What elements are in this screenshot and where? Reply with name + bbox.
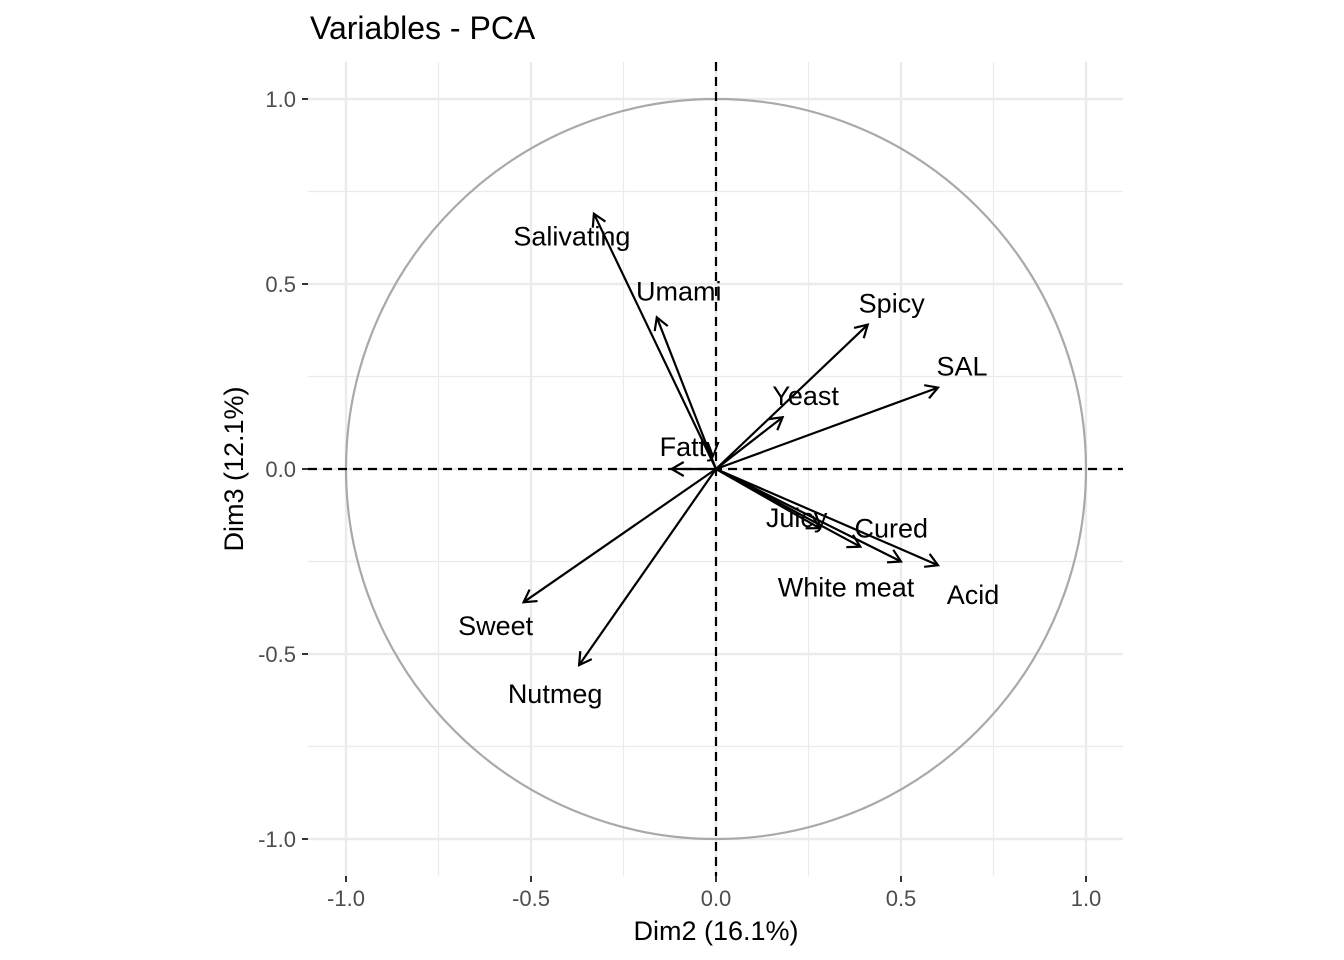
label-sal: SAL xyxy=(936,352,987,382)
x-axis-title: Dim2 (16.1%) xyxy=(633,916,798,946)
arrow-white-meat xyxy=(715,468,902,563)
arrowhead-spicy xyxy=(853,323,870,339)
label-juicy: Juicy xyxy=(766,503,828,533)
arrow-salivating xyxy=(592,213,717,470)
arrow-sweet xyxy=(522,468,717,604)
x-tick-label: 1.0 xyxy=(1071,886,1102,911)
arrowhead-sweet xyxy=(521,589,538,604)
x-tick-label: -1.0 xyxy=(327,886,365,911)
x-tick-label: 0.0 xyxy=(701,886,732,911)
chart-title: Variables - PCA xyxy=(310,10,536,46)
arrowhead-juicy xyxy=(805,515,822,530)
arrowhead-white-meat xyxy=(886,549,903,564)
label-spicy: Spicy xyxy=(859,289,926,319)
arrow-umami xyxy=(655,316,718,470)
arrowhead-acid xyxy=(923,553,941,568)
arrow-nutmeg xyxy=(578,468,717,666)
label-salivating: Salivating xyxy=(513,222,630,252)
label-fatty: Fatty xyxy=(660,432,721,462)
y-tick-label: 0.0 xyxy=(265,457,296,482)
arrowhead-sal xyxy=(924,384,941,400)
variable-arrows xyxy=(521,211,941,667)
y-tick-label: -0.5 xyxy=(258,642,296,667)
x-tick-label: 0.5 xyxy=(886,886,917,911)
arrow-yeast xyxy=(715,416,784,470)
arrowhead-nutmeg xyxy=(577,651,593,667)
x-tick-label: -0.5 xyxy=(512,886,550,911)
label-white-meat: White meat xyxy=(778,573,915,603)
label-sweet: Sweet xyxy=(458,611,534,641)
arrowhead-salivating xyxy=(591,211,607,228)
arrow-spicy xyxy=(715,323,869,470)
y-axis-title: Dim3 (12.1%) xyxy=(219,386,249,551)
label-yeast: Yeast xyxy=(772,381,839,411)
y-axis-ticks: -1.0 -0.5 0.0 0.5 1.0 xyxy=(258,87,308,852)
y-tick-label: -1.0 xyxy=(258,827,296,852)
label-nutmeg: Nutmeg xyxy=(508,679,603,709)
label-cured: Cured xyxy=(855,514,929,544)
arrowhead-yeast xyxy=(768,415,785,431)
arrowhead-umami xyxy=(653,315,669,332)
label-umami: Umami xyxy=(636,276,722,306)
arrow-sal xyxy=(715,386,939,471)
label-acid: Acid xyxy=(947,580,1000,610)
arrowhead-fatty xyxy=(669,461,685,477)
y-tick-label: 1.0 xyxy=(265,87,296,112)
y-tick-label: 0.5 xyxy=(265,272,296,297)
arrow-acid xyxy=(715,467,939,567)
x-axis-ticks: -1.0 -0.5 0.0 0.5 1.0 xyxy=(327,876,1101,911)
